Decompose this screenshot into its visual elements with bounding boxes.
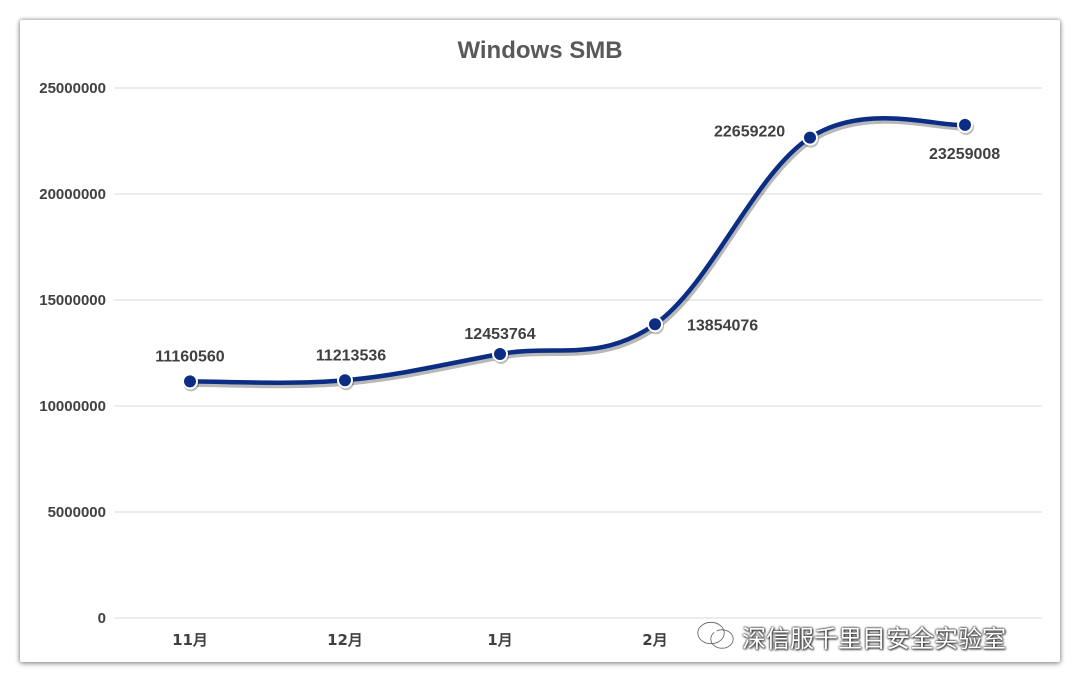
data-label: 13854076 <box>687 317 758 334</box>
x-axis-ticks: 11月 12月 1月 2月 <box>172 631 668 649</box>
y-tick-label: 0 <box>98 610 106 627</box>
data-point <box>802 129 818 146</box>
data-point <box>337 372 353 389</box>
series-line-shadow <box>189 118 969 389</box>
data-point <box>647 316 663 333</box>
x-tick-label: 11月 <box>172 631 208 649</box>
grid-lines <box>114 87 1042 619</box>
series-line-path <box>187 116 968 385</box>
chart-title: Windows SMB <box>457 37 622 64</box>
data-label: 23259008 <box>929 146 1000 163</box>
chart-card <box>20 20 1060 662</box>
data-point <box>182 373 198 390</box>
data-label: 12453764 <box>464 326 535 343</box>
y-tick-label: 20000000 <box>39 186 106 203</box>
watermark: 深信服千里目安全实验室 <box>696 620 1006 653</box>
data-label: 22659220 <box>714 124 785 141</box>
x-tick-label: 1月 <box>487 631 512 649</box>
watermark-text: 深信服千里目安全实验室 <box>742 624 1006 653</box>
data-label: 11160560 <box>155 348 225 365</box>
data-point <box>957 116 973 133</box>
series-points <box>182 116 974 392</box>
x-tick-label: 2月 <box>642 631 667 649</box>
y-tick-label: 5000000 <box>48 504 106 521</box>
y-axis-ticks: 0 5000000 10000000 15000000 20000000 25000000 <box>39 80 106 627</box>
wechat-icon <box>697 621 734 649</box>
y-tick-label: 25000000 <box>39 80 106 97</box>
x-tick-label: 12月 <box>327 631 363 649</box>
data-labels: 11160560 11213536 12453764 13854076 22659220… <box>155 124 1000 366</box>
y-tick-label: 10000000 <box>39 398 106 415</box>
y-tick-label: 15000000 <box>39 292 106 309</box>
data-label: 11213536 <box>316 347 386 364</box>
series-line <box>187 116 969 389</box>
data-point <box>492 345 508 362</box>
